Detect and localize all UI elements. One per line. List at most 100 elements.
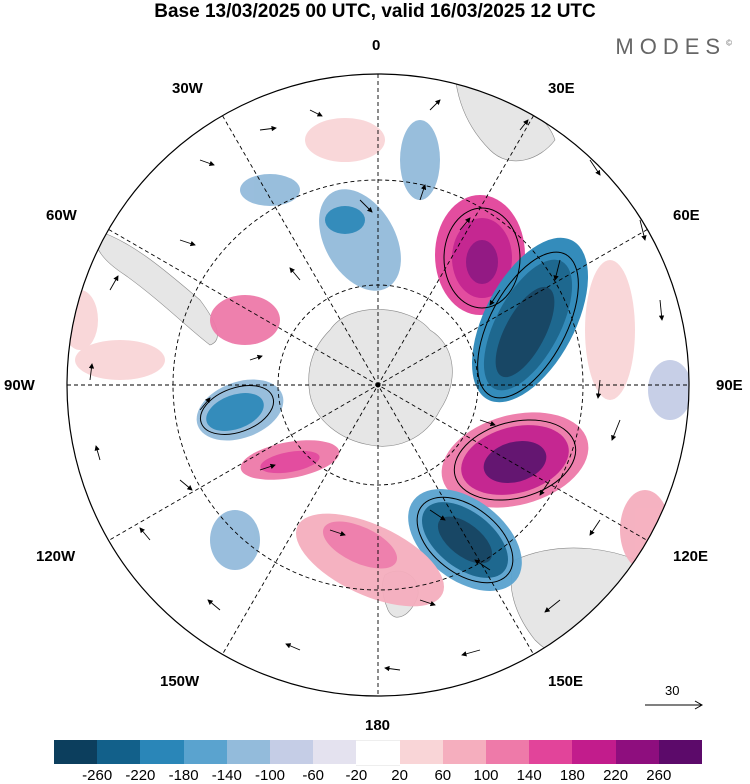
negative-anomaly — [648, 360, 689, 420]
positive-anomaly — [67, 290, 98, 350]
reference-vector-label: 30 — [665, 683, 680, 698]
map-boundary — [66, 73, 690, 697]
polar-map — [66, 73, 690, 697]
wind-vector — [207, 599, 221, 611]
wind-vector — [479, 419, 496, 427]
positive-anomaly — [483, 440, 547, 484]
negative-anomaly — [400, 120, 440, 200]
colorbar-tick-label: 140 — [516, 767, 542, 784]
wind-vector — [589, 519, 601, 536]
contour-line — [416, 496, 514, 584]
latitude-circle — [172, 179, 584, 591]
wind-vector — [149, 143, 163, 151]
wind-vector — [259, 463, 276, 471]
wind-vector — [179, 479, 193, 491]
modes-logo: MODES© — [615, 34, 732, 60]
wind-vector — [553, 259, 561, 281]
anomaly-field — [67, 118, 689, 607]
colorbar-tick-label: 220 — [603, 767, 629, 784]
negative-anomaly — [240, 174, 300, 206]
lon-label-60w: 60W — [46, 207, 77, 224]
wind-vector — [249, 354, 263, 361]
positive-anomaly — [585, 260, 635, 400]
colorbar-tick-label: -20 — [345, 767, 368, 784]
reference-vector: 30 — [643, 683, 705, 713]
wind-vector — [429, 509, 446, 521]
colorbar-cell — [442, 740, 487, 764]
colorbar-tick-label: -180 — [168, 767, 199, 784]
negative-anomaly — [325, 206, 365, 234]
negative-anomaly — [206, 393, 264, 431]
lon-label-90e: 90E — [716, 377, 743, 394]
wind-vector — [384, 665, 401, 672]
colorbar-tick-label: -220 — [125, 767, 156, 784]
colorbar-tick-label: -100 — [254, 767, 286, 784]
wind-vector — [595, 379, 602, 399]
wind-vector — [519, 119, 529, 131]
wind-vector — [429, 99, 441, 111]
colorbar-tick-label: 20 — [391, 767, 408, 784]
colorbar-tick-label: -60 — [302, 767, 325, 784]
lon-label-120w: 120W — [36, 548, 76, 565]
antarctica-landmass — [308, 309, 453, 447]
wind-vector — [461, 649, 481, 657]
south-america-landmass — [94, 229, 218, 346]
colorbar-cell — [226, 740, 271, 764]
colorbar-tick-label: 180 — [559, 767, 585, 784]
colorbar-tick-label: 260 — [646, 767, 672, 784]
wind-vector — [139, 527, 151, 541]
lon-label-60e: 60E — [673, 207, 700, 224]
colorbar-cell — [399, 740, 443, 764]
lon-label-180: 180 — [365, 717, 391, 734]
colorbar-cell — [529, 740, 573, 764]
brand-text: MODES — [615, 34, 727, 59]
colorbar-cell — [97, 740, 141, 764]
colorbar — [54, 740, 703, 766]
wind-vectors — [88, 99, 665, 672]
wind-vector — [639, 219, 647, 241]
wind-vector — [109, 275, 119, 291]
colorbar-cell — [313, 740, 357, 764]
wind-vector — [309, 109, 323, 117]
wind-vector — [589, 159, 601, 176]
wind-vector — [459, 217, 471, 231]
lon-label-30e: 30E — [548, 80, 575, 97]
positive-anomaly — [75, 340, 165, 380]
wind-vector — [179, 239, 196, 247]
wind-vector — [658, 299, 665, 321]
lon-label-150e: 150E — [548, 673, 584, 690]
wind-vector — [419, 184, 427, 201]
lon-label-0: 0 — [372, 37, 381, 54]
colorbar-cell — [658, 740, 703, 764]
negative-anomaly — [437, 516, 493, 564]
wind-vector — [359, 199, 373, 213]
wind-vector — [489, 289, 501, 306]
wind-vector — [474, 559, 491, 571]
colorbar-cell — [486, 740, 530, 764]
lon-label-90w: 90W — [4, 377, 35, 394]
colorbar-cell — [183, 740, 227, 764]
negative-anomaly — [495, 286, 555, 378]
contour-line — [453, 419, 577, 501]
wind-vector — [259, 125, 277, 132]
contour-line — [477, 251, 579, 399]
wind-vector — [285, 643, 301, 651]
wind-vector — [199, 397, 211, 411]
wind-vector — [329, 529, 346, 537]
wind-vector — [289, 267, 301, 281]
brand-mark: © — [726, 38, 732, 48]
colorbar-cell — [140, 740, 184, 764]
pole-marker — [375, 382, 381, 388]
wind-vector — [544, 599, 561, 613]
lon-label-30w: 30W — [172, 80, 203, 97]
positive-anomaly — [210, 295, 280, 345]
wind-vector — [199, 159, 215, 167]
colorbar-tick-label: -140 — [211, 767, 242, 784]
colorbar-tick-label: -260 — [82, 767, 113, 784]
positive-anomaly — [466, 240, 498, 284]
lon-label-150w: 150W — [160, 673, 200, 690]
colorbar-cell — [356, 740, 400, 766]
colorbar-tick-label: 60 — [434, 767, 452, 784]
wind-vector — [611, 419, 621, 441]
negative-anomaly — [210, 510, 260, 570]
